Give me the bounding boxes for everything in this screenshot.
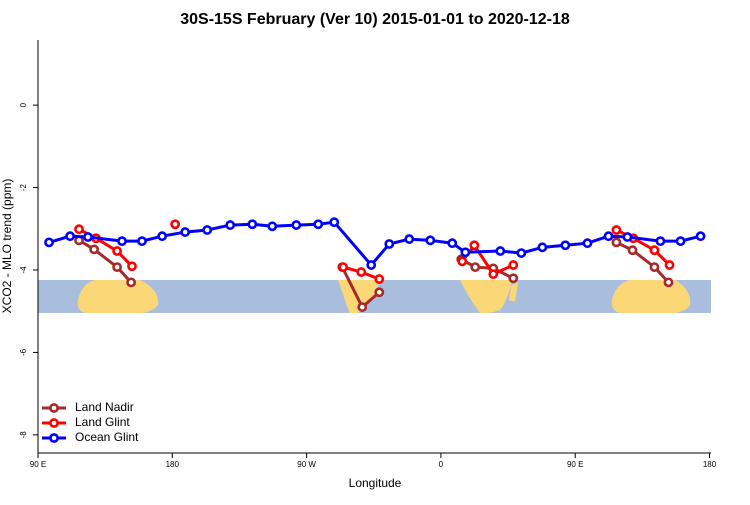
data-point xyxy=(65,231,75,242)
data-point xyxy=(112,262,122,273)
data-point xyxy=(611,237,622,248)
data-point xyxy=(384,239,395,249)
data-point xyxy=(112,246,122,256)
land xyxy=(460,280,512,313)
data-point xyxy=(655,236,666,247)
data-point xyxy=(357,302,368,312)
series-line xyxy=(461,242,514,277)
x-tick-label: 0 xyxy=(439,460,444,469)
data-point xyxy=(611,225,622,235)
data-point xyxy=(470,262,481,273)
series-line xyxy=(615,241,670,284)
data-point xyxy=(338,262,349,273)
series-line xyxy=(48,220,701,268)
data-point xyxy=(170,219,181,230)
land xyxy=(611,280,691,313)
data-point xyxy=(649,262,660,273)
legend-marker xyxy=(49,433,59,443)
data-point xyxy=(225,220,236,230)
y-axis-label: XCO2 - MLO trend (ppm) xyxy=(0,179,14,314)
data-point xyxy=(627,245,638,256)
legend-marker xyxy=(49,418,59,428)
data-point xyxy=(425,235,436,246)
data-point xyxy=(247,219,258,230)
data-point xyxy=(74,224,84,235)
land xyxy=(509,282,518,302)
series-line xyxy=(460,257,514,280)
data-point xyxy=(329,217,340,228)
data-point xyxy=(356,267,367,277)
data-point xyxy=(663,277,674,288)
y-tick-label: -2 xyxy=(19,183,28,191)
data-point xyxy=(374,274,385,284)
data-point xyxy=(508,260,519,270)
data-point xyxy=(582,238,593,249)
x-tick-label: 90 W xyxy=(297,460,316,469)
data-point xyxy=(603,231,614,242)
y-tick-label: -4 xyxy=(19,266,28,274)
data-point xyxy=(44,237,54,248)
x-tick-label: 180 xyxy=(703,460,717,469)
data-point xyxy=(508,273,519,284)
y-tick-label: 0 xyxy=(19,102,28,107)
x-axis-label: Longitude xyxy=(349,476,402,490)
data-point xyxy=(291,220,302,230)
data-point xyxy=(404,234,415,244)
data-point xyxy=(127,261,137,272)
data-point xyxy=(137,236,147,247)
data-point xyxy=(447,238,458,249)
data-point xyxy=(180,227,191,237)
data-point xyxy=(457,256,468,267)
data-point xyxy=(488,269,499,280)
data-point xyxy=(537,242,548,253)
data-point xyxy=(89,244,100,255)
data-point xyxy=(313,219,324,230)
data-point xyxy=(695,231,706,242)
data-point xyxy=(649,245,660,256)
data-point xyxy=(460,247,471,258)
data-point xyxy=(117,236,127,247)
legend-label: Land Glint xyxy=(75,415,130,429)
data-point xyxy=(157,231,168,242)
legend-label: Ocean Glint xyxy=(75,430,139,444)
data-point xyxy=(495,246,506,256)
map-land xyxy=(77,280,691,313)
data-point xyxy=(126,277,137,288)
data-point xyxy=(202,225,213,235)
data-point xyxy=(560,240,571,251)
legend-marker xyxy=(49,403,59,413)
y-tick-label: -8 xyxy=(19,431,28,439)
x-tick-label: 90 E xyxy=(30,460,46,469)
data-point xyxy=(83,232,93,242)
data-point xyxy=(267,221,278,232)
data-point xyxy=(374,287,385,298)
data-point xyxy=(675,236,686,247)
chart-title: 30S-15S February (Ver 10) 2015-01-01 to … xyxy=(180,11,570,28)
land xyxy=(77,280,159,313)
y-tick-label: -6 xyxy=(19,348,28,356)
legend-label: Land Nadir xyxy=(75,400,134,414)
data-point xyxy=(664,260,675,270)
x-tick-label: 180 xyxy=(166,460,180,469)
x-tick-label: 90 E xyxy=(567,460,583,469)
data-point xyxy=(469,240,480,251)
data-point xyxy=(516,248,527,258)
series-line xyxy=(78,239,133,284)
data-point xyxy=(622,232,633,242)
data-point xyxy=(366,260,377,270)
